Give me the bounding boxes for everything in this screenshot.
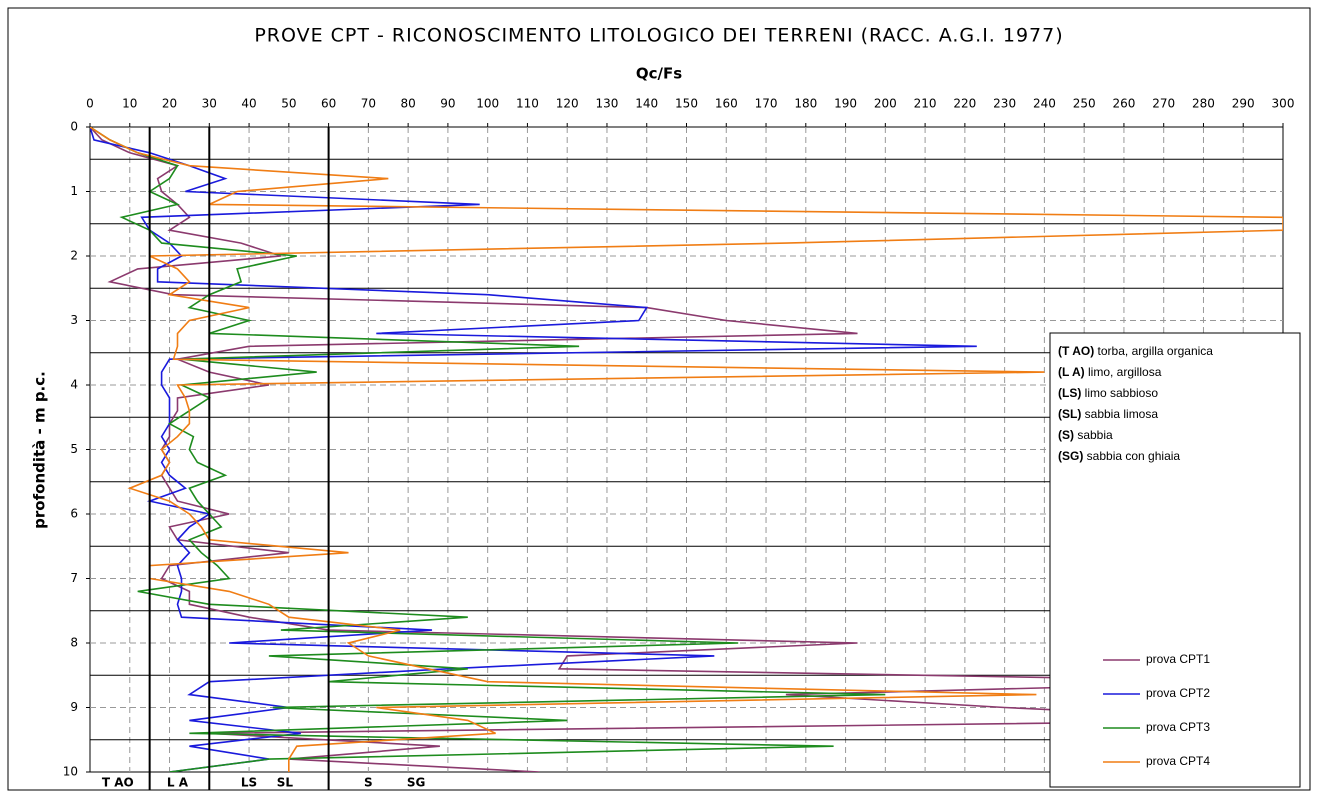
x-tick-label: 30 [202, 97, 217, 111]
x-tick-label: 210 [914, 97, 937, 111]
zone-label: SL [277, 776, 294, 790]
zone-legend-code: (SL) [1058, 407, 1081, 421]
x-tick-label: 160 [715, 97, 738, 111]
series-line [90, 127, 1283, 772]
y-tick-label: 5 [70, 442, 78, 456]
x-tick-label: 240 [1033, 97, 1056, 111]
x-tick-label: 200 [874, 97, 897, 111]
zone-legend-code: (SG) [1058, 449, 1083, 463]
x-tick-label: 120 [556, 97, 579, 111]
series-line [90, 127, 977, 772]
zone-legend-text: sabbia con ghiaia [1083, 449, 1180, 463]
legend-label: prova CPT2 [1146, 686, 1210, 700]
zone-legend-entry: (T AO) torba, argilla organica [1058, 344, 1213, 358]
x-tick-label: 190 [834, 97, 857, 111]
y-tick-label: 6 [70, 507, 78, 521]
x-tick-label: 20 [162, 97, 177, 111]
x-tick-label: 140 [635, 97, 658, 111]
x-tick-label: 50 [281, 97, 296, 111]
y-tick-label: 8 [70, 636, 78, 650]
x-tick-label: 280 [1192, 97, 1215, 111]
zone-legend-text: limo sabbioso [1081, 386, 1158, 400]
x-tick-label: 60 [321, 97, 336, 111]
x-tick-label: 100 [476, 97, 499, 111]
x-tick-label: 300 [1272, 97, 1295, 111]
x-tick-label: 10 [122, 97, 137, 111]
x-tick-label: 230 [993, 97, 1016, 111]
zone-legend-code: (S) [1058, 428, 1074, 442]
y-axis-label: profondità - m p.c. [31, 371, 49, 529]
legend-label: prova CPT4 [1146, 754, 1210, 768]
chart-title: PROVE CPT - RICONOSCIMENTO LITOLOGICO DE… [254, 25, 1063, 47]
x-tick-label: 150 [675, 97, 698, 111]
zone-legend-entry: (SG) sabbia con ghiaia [1058, 449, 1180, 463]
x-tick-label: 260 [1112, 97, 1135, 111]
x-tick-label: 270 [1152, 97, 1175, 111]
zone-legend-code: (LS) [1058, 386, 1081, 400]
zone-label: T AO [102, 776, 134, 790]
x-tick-label: 80 [400, 97, 415, 111]
x-axis-label: Qc/Fs [636, 65, 682, 83]
zone-label: LS [241, 776, 257, 790]
zone-legend-entry: (LS) limo sabbioso [1058, 386, 1158, 400]
y-tick-label: 10 [63, 765, 78, 779]
x-tick-label: 250 [1073, 97, 1096, 111]
zone-legend-code: (T AO) [1058, 344, 1094, 358]
legend-label: prova CPT3 [1146, 720, 1210, 734]
zone-legend-entry: (L A) limo, argillosa [1058, 365, 1162, 379]
y-tick-label: 1 [70, 184, 78, 198]
x-tick-label: 130 [596, 97, 619, 111]
legend-box [1049, 332, 1301, 788]
zone-legend-text: torba, argilla organica [1094, 344, 1213, 358]
y-tick-label: 0 [70, 120, 78, 134]
zone-legend-code: (L A) [1058, 365, 1085, 379]
zone-legend-text: sabbia limosa [1081, 407, 1158, 421]
x-tick-label: 170 [755, 97, 778, 111]
zone-legend-entry: (S) sabbia [1058, 428, 1113, 442]
x-tick-label: 0 [86, 97, 94, 111]
x-tick-label: 110 [516, 97, 539, 111]
zone-legend-text: limo, argillosa [1085, 365, 1162, 379]
zone-label: S [364, 776, 373, 790]
y-tick-label: 7 [70, 571, 78, 585]
zone-label: L A [167, 776, 189, 790]
y-tick-label: 4 [70, 378, 78, 392]
x-tick-label: 90 [440, 97, 455, 111]
x-tick-label: 220 [953, 97, 976, 111]
x-tick-label: 290 [1232, 97, 1255, 111]
legend-label: prova CPT1 [1146, 652, 1210, 666]
series-line [90, 127, 886, 772]
zone-legend-entry: (SL) sabbia limosa [1058, 407, 1158, 421]
y-tick-label: 9 [70, 700, 78, 714]
x-tick-label: 40 [241, 97, 256, 111]
x-tick-label: 180 [794, 97, 817, 111]
x-tick-label: 70 [361, 97, 376, 111]
y-tick-label: 2 [70, 249, 78, 263]
zone-label: SG [407, 776, 426, 790]
y-tick-label: 3 [70, 313, 78, 327]
zone-legend-text: sabbia [1074, 428, 1113, 442]
